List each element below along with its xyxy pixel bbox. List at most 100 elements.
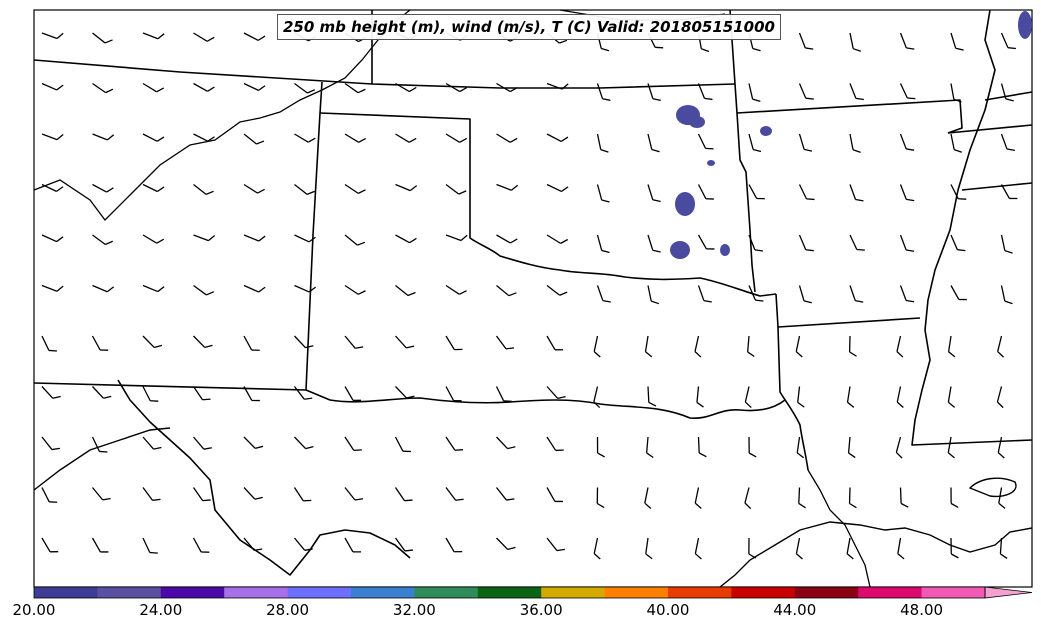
wind-barb-flag: [958, 298, 967, 301]
wind-barb-shaft: [92, 133, 108, 141]
wind-barb: [1000, 184, 1018, 200]
wind-barb-flag: [152, 498, 161, 501]
wind-barb: [999, 537, 1008, 559]
wind-barb: [293, 537, 313, 551]
wind-barb-flag: [645, 553, 653, 560]
wind-barbs: [41, 32, 1018, 560]
wind-barb: [243, 436, 264, 450]
wind-barb-flag: [100, 551, 109, 553]
wind-barb-flag: [698, 452, 707, 458]
wind-barb: [243, 32, 266, 41]
wind-barb-flag: [847, 401, 855, 408]
wind-barb-flag: [651, 148, 660, 153]
wind-barb: [546, 537, 565, 552]
wind-barb-shaft: [748, 133, 754, 150]
wind-barb: [445, 436, 464, 451]
wind-barb-flag: [257, 188, 265, 194]
wind-barb-flag: [852, 149, 861, 153]
wind-barb-shaft: [142, 133, 158, 142]
wind-barb-flag: [404, 549, 414, 552]
wind-barb-flag: [205, 190, 214, 195]
wind-barb-flag: [652, 249, 661, 253]
wind-barb: [92, 183, 114, 193]
wind-barb-shaft: [41, 32, 58, 40]
wind-barb: [445, 234, 468, 242]
wind-barb-shaft: [92, 386, 104, 399]
wind-barb: [798, 32, 814, 50]
wind-barb-shaft: [849, 32, 854, 49]
wind-barb-shaft: [243, 436, 256, 449]
wind-barb: [142, 32, 165, 40]
wind-barb-shaft: [1000, 184, 1010, 199]
wind-barb-flag: [202, 398, 211, 401]
coastline: [33, 427, 1033, 588]
wind-barb-flag: [207, 136, 215, 142]
wind-barb-shaft: [997, 436, 1003, 453]
wind-barb-flag: [156, 238, 165, 244]
wind-barb-flag: [508, 292, 517, 297]
wind-barb: [950, 133, 963, 153]
wind-barb-shaft: [593, 386, 599, 403]
wind-barb-flag: [153, 446, 162, 450]
wind-barb: [496, 537, 516, 551]
wind-barb-flag: [251, 349, 260, 351]
wind-barb-shaft: [395, 183, 411, 192]
wind-barb-shaft: [142, 537, 151, 553]
wind-barb-flag: [593, 401, 601, 409]
colorbar-tick-label: 36.00: [519, 601, 563, 619]
wind-barb: [92, 386, 112, 399]
colorbar-tick-label: 28.00: [266, 601, 310, 619]
wind-barb-flag: [1006, 148, 1016, 152]
wind-barb: [950, 537, 959, 559]
wind-barb: [41, 234, 64, 243]
wind-barb: [394, 487, 413, 502]
colorbar-tick-label: 32.00: [392, 601, 436, 619]
wind-barb: [496, 234, 518, 244]
wind-barb: [950, 32, 964, 51]
wind-barb: [899, 32, 915, 50]
wind-barb: [696, 386, 704, 408]
wind-barb-shaft: [142, 335, 155, 348]
wind-barb-shaft: [445, 537, 455, 553]
wind-barb-flag: [561, 83, 569, 90]
wind-barb: [697, 184, 714, 200]
wind-barb: [394, 537, 414, 552]
wind-barb-flag: [353, 399, 362, 401]
wind-barb-shaft: [395, 335, 407, 349]
wind-barb: [593, 386, 601, 409]
wind-barb-flag: [304, 397, 313, 400]
wind-barb-flag: [849, 502, 857, 509]
wind-barb: [344, 133, 367, 143]
wind-barb: [795, 335, 803, 358]
wind-barb-shaft: [696, 386, 700, 403]
wind-barb-flag: [701, 48, 710, 53]
wind-barb: [344, 335, 364, 349]
wind-barb-flag: [645, 351, 653, 358]
wind-barb-shaft: [596, 133, 602, 150]
wind-barb-shaft: [395, 82, 410, 93]
wind-barb: [344, 284, 366, 295]
wind-barb-flag: [104, 39, 113, 44]
wind-barb-shaft: [294, 234, 310, 243]
wind-barb-flag: [408, 137, 417, 143]
wind-barb: [193, 436, 212, 450]
wind-barb-shaft: [394, 487, 406, 502]
wind-barb-shaft: [697, 83, 706, 99]
wind-barb-shaft: [596, 285, 604, 301]
wind-barb-shaft: [41, 335, 50, 351]
wind-barb: [899, 133, 915, 151]
wind-barb-shaft: [798, 285, 805, 302]
wind-barb: [344, 234, 366, 246]
wind-barb-shaft: [193, 183, 207, 195]
wind-barb-flag: [207, 86, 215, 92]
wind-barb-shaft: [495, 487, 507, 501]
wind-barb-flag: [56, 32, 64, 39]
wind-barb-flag: [795, 351, 803, 358]
wind-barb: [997, 335, 1004, 358]
wind-barb-shaft: [647, 133, 653, 150]
wind-barb-flag: [958, 198, 967, 200]
wind-barb-shaft: [496, 537, 509, 550]
wind-barb-shaft: [899, 184, 907, 200]
wind-barb-shaft: [947, 436, 952, 453]
wind-barb: [495, 386, 512, 402]
